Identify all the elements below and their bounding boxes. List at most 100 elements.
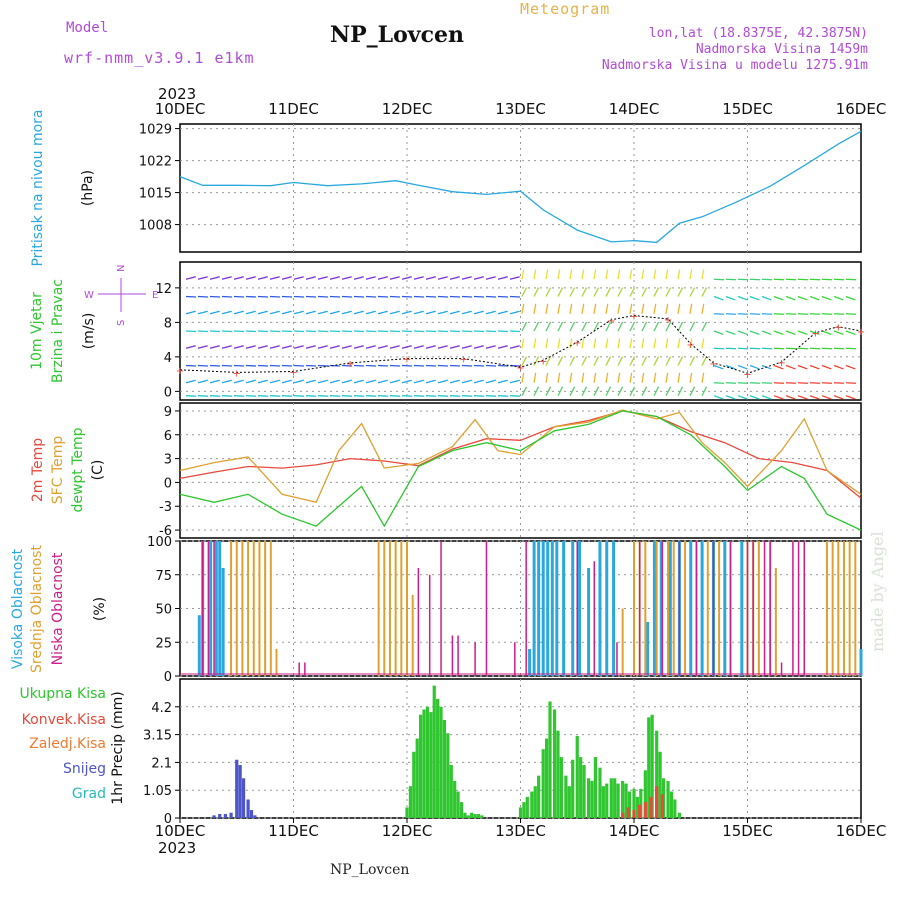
compass-e: E xyxy=(152,290,158,301)
wind-gust-mark: + xyxy=(460,355,468,366)
y-tick-label: 3 xyxy=(164,453,172,468)
precip-bar xyxy=(666,780,670,818)
station-title: NP_Lovcen xyxy=(330,22,464,48)
wind-barb xyxy=(545,303,549,314)
y-tick-label: 100 xyxy=(147,535,172,550)
wind-barb xyxy=(377,310,388,315)
unit-wind: (m/s) xyxy=(81,313,97,350)
wind-gust-mark: + xyxy=(687,340,695,351)
wind-barb xyxy=(629,356,636,366)
wind-barb xyxy=(821,330,832,336)
wind-barb xyxy=(437,379,448,384)
precip-bar xyxy=(442,720,447,818)
wind-barb xyxy=(485,276,496,280)
precip-bar xyxy=(564,775,568,818)
wind-barb xyxy=(185,310,196,315)
wind-barb xyxy=(413,345,424,349)
wind-barb xyxy=(269,310,280,315)
model-label: Model xyxy=(66,20,109,36)
wind-barb xyxy=(653,287,660,297)
wind-barb xyxy=(569,372,573,383)
precip-bar xyxy=(650,714,654,818)
precip-bar xyxy=(545,738,549,818)
wind-barb xyxy=(725,395,736,400)
panel-3: -6 -3 0 3 6 9 xyxy=(159,402,862,539)
wind-barb xyxy=(245,345,256,349)
precip-bar xyxy=(624,783,628,818)
precip-bar xyxy=(673,799,677,818)
wind-barb xyxy=(557,386,564,396)
wind-barb xyxy=(629,287,636,297)
wind-barb xyxy=(665,269,669,280)
wind-barb xyxy=(665,372,669,383)
precip-bar xyxy=(632,788,636,818)
wind-barb xyxy=(341,379,352,384)
precip-bar xyxy=(436,698,440,818)
wind-barb xyxy=(773,330,784,336)
wind-barb xyxy=(497,345,508,349)
wind-barb xyxy=(737,295,748,301)
wind-barb xyxy=(605,287,612,297)
wind-barb xyxy=(641,303,645,314)
precip-bar xyxy=(449,765,453,818)
precip-bar xyxy=(587,778,591,818)
precip-bar xyxy=(643,770,647,818)
precip-bar xyxy=(425,706,430,818)
wind-barb xyxy=(833,364,844,370)
wind-gust-mark: + xyxy=(176,366,184,377)
y-tick-label: 0 xyxy=(164,385,172,400)
wind-speed-line xyxy=(179,314,862,374)
wind-barb xyxy=(221,379,232,384)
wind-barb xyxy=(197,345,208,349)
ylabel-cloud-mid: Srednja Oblacnost xyxy=(29,545,45,673)
y-tick-label: 12 xyxy=(155,282,172,297)
wind-barb xyxy=(533,321,540,332)
y-tick-label: 9 xyxy=(164,405,172,420)
precip-bar xyxy=(246,799,250,818)
wind-barb xyxy=(365,276,376,280)
compass-n: N xyxy=(116,265,127,272)
wind-barb xyxy=(725,295,736,301)
wind-barb xyxy=(629,303,633,314)
wind-barb xyxy=(557,269,561,280)
compass-s: S xyxy=(116,320,127,326)
precip-bar xyxy=(669,791,674,818)
wind-barb xyxy=(593,321,600,332)
wind-barb xyxy=(689,372,693,383)
wind-barb xyxy=(461,345,472,349)
wind-barb xyxy=(689,269,693,280)
precip-bar xyxy=(238,765,242,818)
precip-bar xyxy=(677,812,681,818)
wind-barb xyxy=(617,356,624,366)
precip-bar xyxy=(647,717,651,818)
wind-barb xyxy=(221,310,232,315)
precip-bar xyxy=(579,757,583,818)
wind-barb xyxy=(605,386,612,396)
wind-barb xyxy=(785,364,796,370)
wind-barb xyxy=(701,372,705,383)
wind-barb xyxy=(629,269,633,280)
wind-barb xyxy=(581,372,585,383)
precip-bar xyxy=(559,757,563,818)
x-axis-top: 10DEC 11DEC 12DEC 13DEC 14DEC 15DEC 16DEC 2023 xyxy=(155,85,887,118)
wind-gust-mark: + xyxy=(516,363,524,374)
wind-barb xyxy=(677,372,681,383)
wind-barb xyxy=(437,310,448,315)
wind-barb xyxy=(845,364,856,370)
wind-barb xyxy=(425,276,436,280)
wind-barb xyxy=(689,287,696,297)
wind-barb xyxy=(197,379,208,384)
wind-barb xyxy=(353,276,364,280)
precip-bar xyxy=(571,759,575,818)
x-tick-label-bottom: 13DEC xyxy=(495,822,546,840)
wind-barb xyxy=(653,269,657,280)
wind-barb xyxy=(605,303,609,314)
wind-barb xyxy=(257,310,268,315)
wind-barb xyxy=(233,276,244,280)
wind-barb xyxy=(701,338,705,349)
ylabel-cloud-low: Niska Oblacnost xyxy=(50,552,66,665)
precip-bar xyxy=(480,815,484,818)
wind-barb xyxy=(689,386,696,396)
wind-barb xyxy=(461,379,472,384)
